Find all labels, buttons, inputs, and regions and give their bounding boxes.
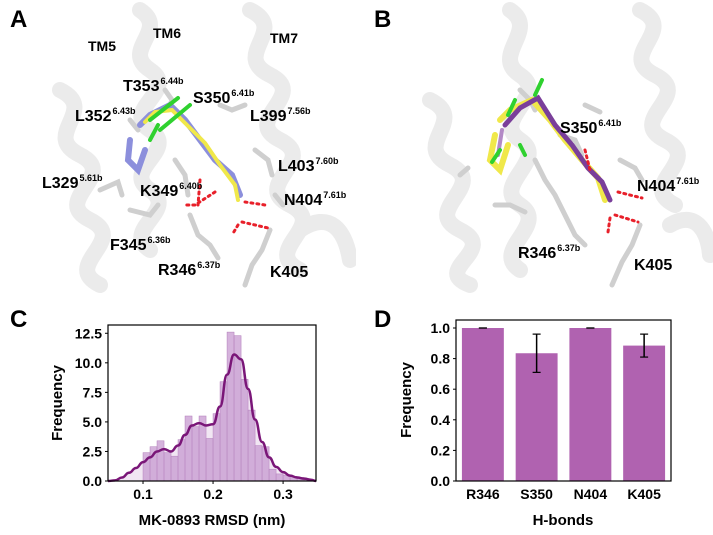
y-tick-label: 0.0 <box>83 473 103 489</box>
residue-name: L352 <box>75 108 112 125</box>
y-tick-label: 0.4 <box>431 412 451 428</box>
y-tick-label: 5.0 <box>83 414 103 430</box>
panel-d-letter: D <box>374 306 392 333</box>
residue-bw-number: 6.43b <box>112 106 136 116</box>
x-tick-label: K405 <box>627 486 661 502</box>
y-tick-label: 0.6 <box>431 381 451 397</box>
residue-name: S350 <box>560 120 598 137</box>
y-tick-label: 0.8 <box>431 351 451 367</box>
y-axis-ticks: 0.0 0.2 0.4 0.6 0.8 1.0 <box>431 320 456 489</box>
x-axis-ticks: 0.1 0.2 0.3 <box>133 481 293 502</box>
residue-label-k405: K405 <box>270 265 308 281</box>
residue-name: K405 <box>270 264 309 281</box>
residue-label-s350: S3506.41b <box>193 85 254 107</box>
y-axis-label: Frequency <box>398 361 415 438</box>
residue-label-n404: N4047.61b <box>637 173 699 195</box>
panel-c: C 0.0 2.5 5.0 7.5 10.0 12.5 0.1 0.2 0.3 MK-0893… <box>0 300 356 535</box>
panel-a: A <box>0 0 356 300</box>
plot-frame <box>455 319 672 482</box>
kde-fill <box>108 354 316 481</box>
tm5-label: TM5 <box>88 38 116 54</box>
hbond-frequency-chart: 0.0 0.2 0.4 0.6 0.8 1.0 R346 S350 N404 K405 H-bo… <box>398 319 672 529</box>
residue-label-r346: R3466.37b <box>518 240 580 262</box>
bar-s350 <box>515 353 558 481</box>
y-tick-label: 0.0 <box>431 473 451 489</box>
residue-name: R346 <box>158 262 197 279</box>
residue-bw-number: 6.40b <box>179 181 203 191</box>
error-bars <box>478 327 649 373</box>
residue-label-f345: F3456.36b <box>110 232 170 254</box>
panel-a-letter: A <box>10 6 28 33</box>
residue-label-s350: S3506.41b <box>560 115 621 137</box>
x-axis-label: MK-0893 RMSD (nm) <box>139 512 286 529</box>
residue-name: K405 <box>634 257 673 274</box>
residue-label-l399: L3997.56b <box>250 103 310 125</box>
y-axis-ticks: 0.0 2.5 5.0 7.5 10.0 12.5 <box>75 325 108 489</box>
residue-bw-number: 5.61b <box>79 173 103 183</box>
residue-label-l329: L3295.61b <box>42 170 102 192</box>
bar-n404 <box>569 328 612 481</box>
bars <box>461 328 666 481</box>
y-tick-label: 10.0 <box>75 355 102 371</box>
residue-bw-number: 7.60b <box>315 156 339 166</box>
residue-bw-number: 7.61b <box>676 176 700 186</box>
residue-name: L403 <box>278 158 315 175</box>
residue-name: F345 <box>110 237 147 254</box>
y-tick-label: 7.5 <box>83 384 103 400</box>
y-axis-label: Frequency <box>49 364 66 441</box>
residue-bw-number: 6.41b <box>231 88 255 98</box>
panel-d: D 0.0 0.2 0.4 0.6 0.8 1.0 R346 S350 N404 K405 H-… <box>360 300 713 535</box>
residue-label-r346: R3466.37b <box>158 257 220 279</box>
residue-name: L329 <box>42 175 79 192</box>
tm7-label: TM7 <box>270 30 298 46</box>
y-tick-label: 12.5 <box>75 325 102 341</box>
residue-name: T353 <box>123 78 160 95</box>
bar-r346 <box>461 328 504 481</box>
residue-name: R346 <box>518 245 557 262</box>
residue-bw-number: 6.44b <box>160 76 184 86</box>
x-axis-ticks: R346 S350 N404 K405 <box>466 486 661 502</box>
y-tick-label: 1.0 <box>431 320 451 336</box>
kde-curve <box>107 353 317 483</box>
panel-c-letter: C <box>10 306 28 333</box>
y-tick-label: 2.5 <box>83 443 103 459</box>
y-tick-label: 0.2 <box>431 442 451 458</box>
bar-k405 <box>623 345 666 481</box>
residue-bw-number: 6.41b <box>598 118 622 128</box>
x-tick-label: R346 <box>466 486 500 502</box>
panel-b: B <box>360 0 713 300</box>
histogram-bars <box>108 331 316 482</box>
residue-label-l352: L3526.43b <box>75 103 135 125</box>
x-tick-label: N404 <box>574 486 608 502</box>
residue-name: K349 <box>140 183 179 200</box>
residue-label-n404: N4047.61b <box>284 187 346 209</box>
panel-b-letter: B <box>374 6 392 33</box>
residue-label-t353: T3536.44b <box>123 73 183 95</box>
x-tick-label: S350 <box>520 486 553 502</box>
tm6-label: TM6 <box>153 25 181 41</box>
residue-label-k405: K405 <box>634 258 672 274</box>
residue-label-l403: L4037.60b <box>278 153 338 175</box>
panel-a-structure-image <box>52 2 356 293</box>
x-tick-label: 0.3 <box>273 486 293 502</box>
x-axis-label: H-bonds <box>533 512 594 529</box>
residue-name: N404 <box>637 178 676 195</box>
residue-name: S350 <box>193 90 231 107</box>
panel-b-structure-image <box>422 2 713 293</box>
x-tick-label: 0.2 <box>203 486 223 502</box>
residue-bw-number: 7.61b <box>323 190 347 200</box>
plot-frame <box>107 324 317 482</box>
rmsd-histogram-chart: 0.0 2.5 5.0 7.5 10.0 12.5 0.1 0.2 0.3 MK-0893 R… <box>49 324 317 529</box>
residue-bw-number: 6.37b <box>557 243 581 253</box>
x-tick-label: 0.1 <box>133 486 153 502</box>
residue-name: N404 <box>284 192 323 209</box>
residue-bw-number: 7.56b <box>287 106 311 116</box>
residue-bw-number: 6.37b <box>197 260 221 270</box>
residue-bw-number: 6.36b <box>147 235 171 245</box>
residue-name: L399 <box>250 108 287 125</box>
residue-label-k349: K3496.40b <box>140 178 202 200</box>
